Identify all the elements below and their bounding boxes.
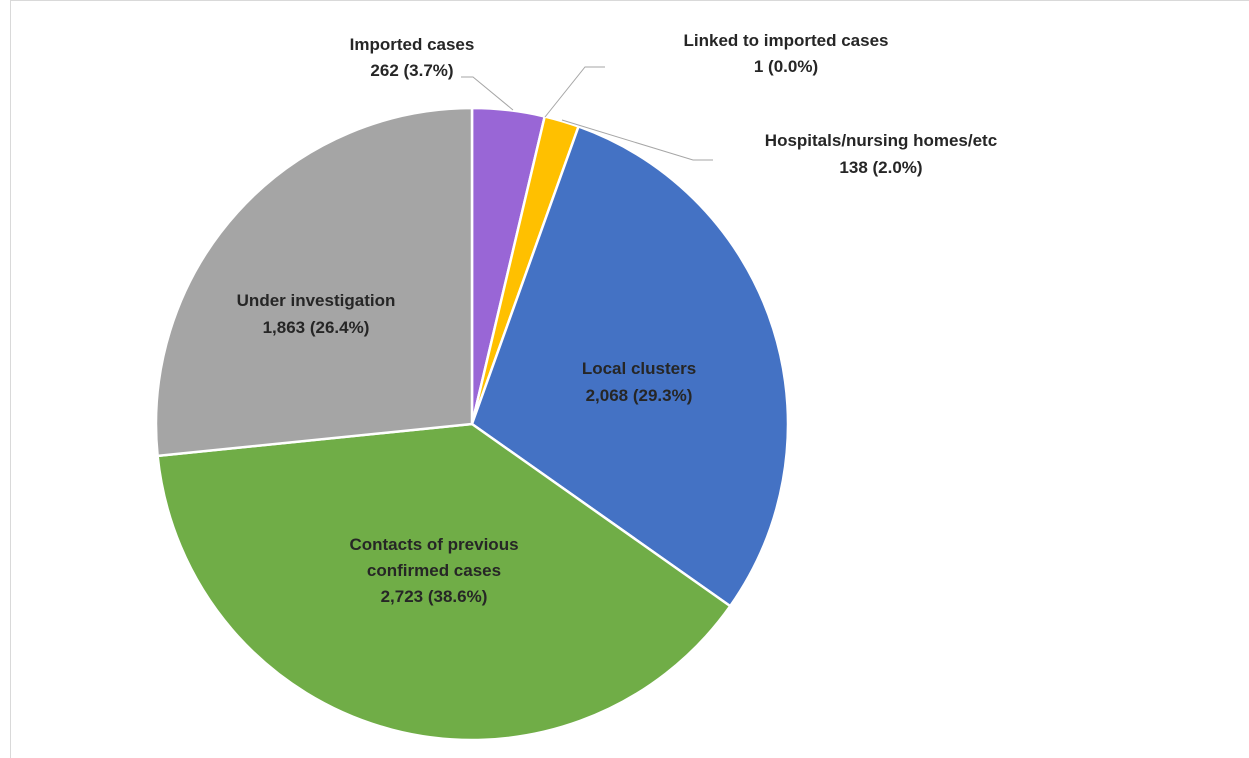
data-label-name: Linked to imported cases (684, 31, 889, 50)
pie-slice-under-investigation (154, 106, 474, 458)
data-label-linked-to-imported-cases: Linked to imported cases 1 (0.0%) (684, 31, 889, 76)
leader-line-linked (544, 66, 605, 118)
data-label-name: Contacts of previous (349, 535, 518, 554)
pie-slice-contacts-of-previous-confirmed-cases (156, 422, 732, 742)
data-label-hospitals-nursing-homes-etc: Hospitals/nursing homes/etc 138 (2.0%) (765, 131, 997, 177)
data-label-under-investigation: Under investigation 1,863 (26.4%) (237, 291, 396, 337)
leader-lines (461, 66, 713, 161)
data-label-name: Under investigation (237, 291, 396, 310)
data-label-value: 138 (2.0%) (839, 158, 922, 177)
pie-slice-local-clusters (470, 125, 790, 608)
data-label-name: Hospitals/nursing homes/etc (765, 131, 997, 150)
pie-slices (154, 106, 790, 742)
leader-line-imported (461, 76, 514, 111)
data-label-value: 1 (0.0%) (754, 57, 818, 76)
data-label-value: 1,863 (26.4%) (263, 318, 370, 337)
data-label-local-clusters: Local clusters 2,068 (29.3%) (582, 359, 696, 405)
leader-line-hospitals (561, 119, 713, 161)
data-label-contacts-of-previous-confirmed-cases: Contacts of previous confirmed cases 2,723… (349, 535, 518, 606)
data-label-value: 2,723 (38.6%) (381, 587, 488, 606)
data-label-name: confirmed cases (367, 561, 501, 580)
data-label-name: Local clusters (582, 359, 696, 378)
data-label-name: Imported cases (350, 35, 475, 54)
data-labels: Imported cases 262 (3.7%) Linked to import… (237, 31, 998, 606)
data-label-value: 2,068 (29.3%) (586, 386, 693, 405)
data-label-imported-cases: Imported cases 262 (3.7%) (350, 35, 475, 80)
data-label-value: 262 (3.7%) (370, 61, 453, 80)
